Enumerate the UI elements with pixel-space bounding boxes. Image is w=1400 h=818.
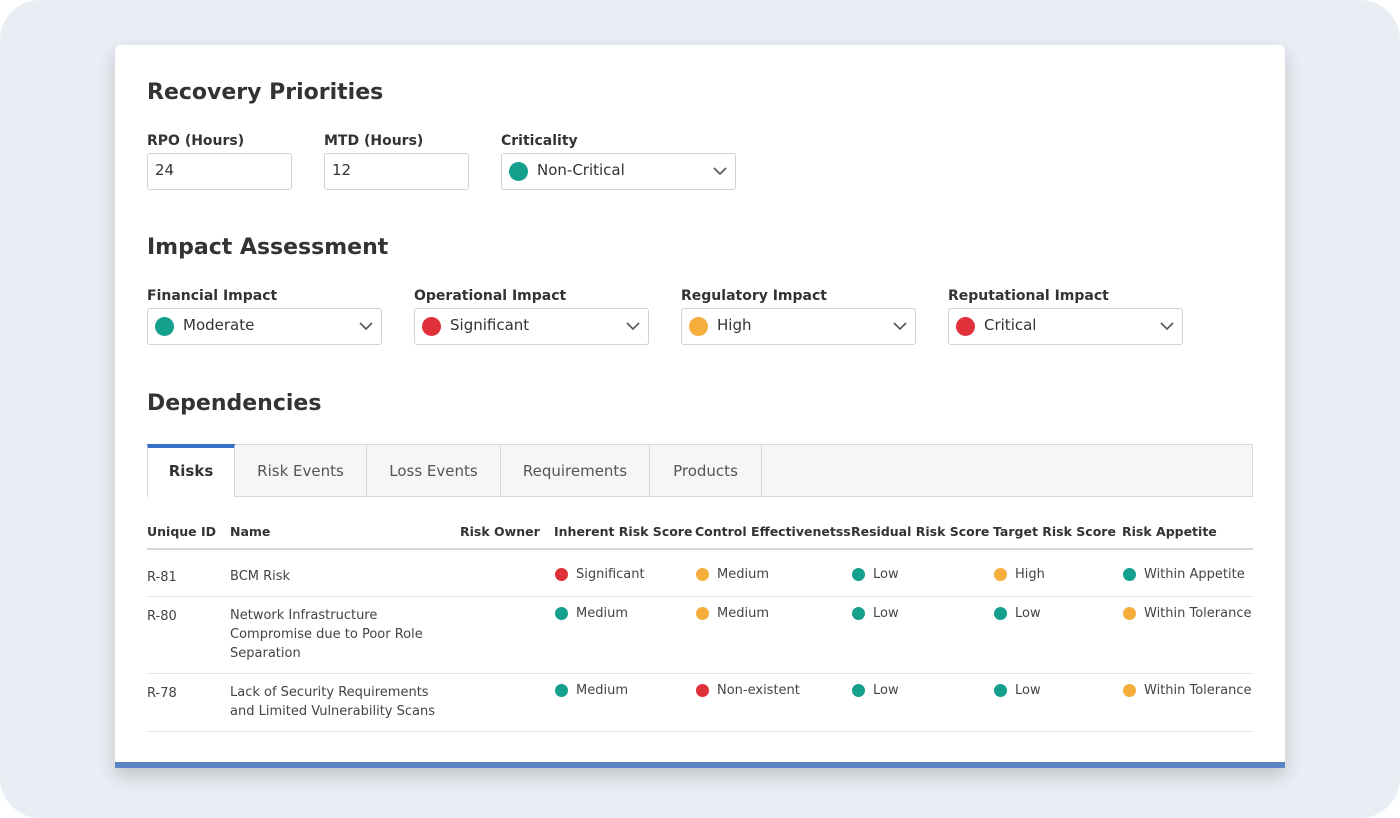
column-header: Control Effectivenetss [695,524,851,539]
field-value: 24 [155,161,175,179]
status-dot [689,317,708,336]
cell-name: Lack of Security Requirements and Limite… [230,685,435,719]
cell-status: Within Tolerance [1144,683,1252,698]
chevron [626,322,640,331]
status-dot [696,607,709,620]
status-dot [696,684,709,697]
cell-status: Medium [717,567,769,582]
text-input[interactable] [147,153,292,190]
field-value: Moderate [183,316,255,334]
column-header: Risk Owner [460,524,540,539]
cell-status: Non-existent [717,683,800,698]
tab[interactable]: Requirements [501,444,650,497]
status-dot [555,607,568,620]
column-header: Inherent Risk Score [554,524,693,539]
status-dot [1123,684,1136,697]
field-label: Operational Impact [414,288,567,304]
chevron [713,167,727,176]
status-dot [422,317,441,336]
row-divider [147,596,1253,597]
status-dot [852,684,865,697]
cell-status: Low [873,606,899,621]
field-value: 12 [332,161,352,179]
tab[interactable]: Risks [147,444,235,497]
text-input[interactable] [324,153,469,190]
status-dot [509,162,528,181]
cell-status: High [1015,567,1045,582]
field-label: Financial Impact [147,288,278,304]
chevron [893,322,907,331]
cell-status: Significant [576,567,645,582]
cell-name: BCM Risk [230,569,291,584]
dropdown[interactable] [501,153,736,190]
field-value: Significant [450,316,530,334]
cell-id: R-81 [147,570,177,585]
cell-status: Low [1015,683,1041,698]
status-dot [994,607,1007,620]
status-dot [852,568,865,581]
column-header: Name [230,524,271,539]
cell-id: R-78 [147,686,177,701]
column-header: Risk Appetite [1122,524,1217,539]
field-value: High [717,316,752,334]
status-dot [994,568,1007,581]
status-dot [1123,607,1136,620]
dropdown[interactable] [681,308,916,345]
cell-status: Low [1015,606,1041,621]
row-divider [147,673,1253,674]
cell-status: Within Tolerance [1144,606,1252,621]
tab[interactable]: Risk Events [235,444,367,497]
cell-status: Low [873,683,899,698]
status-dot [696,568,709,581]
cell-status: Medium [717,606,769,621]
field-label: Regulatory Impact [681,288,827,304]
status-dot [555,568,568,581]
chevron [359,322,373,331]
status-dot [956,317,975,336]
status-dot [555,684,568,697]
tab[interactable]: Loss Events [367,444,501,497]
section-title: Recovery Priorities [147,80,384,105]
row-divider [147,731,1253,732]
field-value: Critical [984,316,1037,334]
panel: Recovery Priorities RPO (Hours) 24 MTD (Hou… [115,45,1285,768]
field-label: RPO (Hours) [147,133,245,149]
column-header: Unique ID [147,524,217,539]
dropdown[interactable] [948,308,1183,345]
cell-status: Within Appetite [1144,567,1245,582]
cell-status: Low [873,567,899,582]
chevron [1160,322,1174,331]
tab[interactable]: Products [650,444,762,497]
dropdown[interactable] [414,308,649,345]
dropdown[interactable] [147,308,382,345]
section-title: Dependencies [147,391,322,416]
status-dot [852,607,865,620]
cell-status: Medium [576,606,628,621]
status-dot [994,684,1007,697]
section-title: Impact Assessment [147,235,389,260]
cell-id: R-80 [147,609,177,624]
field-label: Criticality [501,133,578,149]
status-dot [1123,568,1136,581]
divider [147,548,1253,550]
field-label: MTD (Hours) [324,133,424,149]
cell-name: Network Infrastructure Compromise due to… [230,608,423,661]
status-dot [155,317,174,336]
field-value: Non-Critical [537,161,625,179]
column-header: Target Risk Score [993,524,1116,539]
column-header: Residual Risk Score [851,524,990,539]
field-label: Reputational Impact [948,288,1109,304]
cell-status: Medium [576,683,628,698]
